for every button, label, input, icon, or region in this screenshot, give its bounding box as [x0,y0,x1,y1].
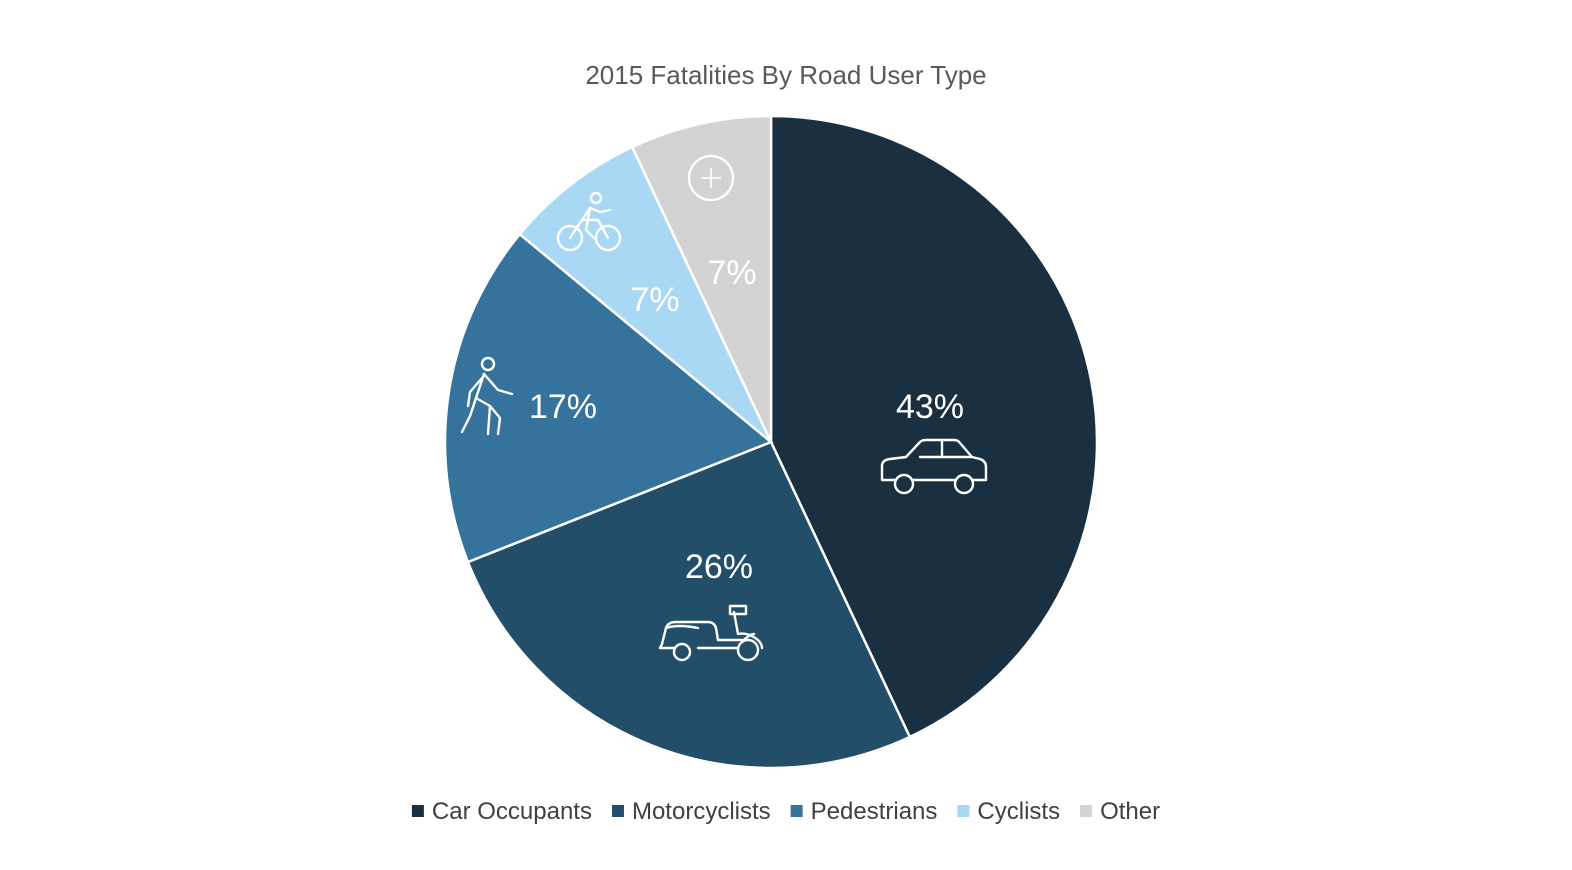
legend-swatch [957,805,970,817]
legend-item-cyclists: Cyclists [957,798,1060,825]
data-label-pedestrians: 17% [529,388,597,426]
data-label-car-occupants: 43% [896,388,964,426]
legend-item-pedestrians: Pedestrians [790,798,938,825]
pie-slice-other [630,114,773,443]
data-label-cyclists: 7% [630,281,679,319]
pedestrian-icon [460,356,514,436]
legend-label: Other [1100,798,1160,825]
legend-item-car-occupants: Car Occupants [411,798,592,825]
data-label-other: 7% [707,254,756,292]
pie-slice-car-occupants [769,114,1099,739]
car-icon [880,438,988,495]
pie-slices [443,114,1099,770]
legend-label: Car Occupants [432,798,592,825]
scooter-icon [658,604,764,662]
slice-icons [460,154,988,662]
legend-item-other: Other [1080,798,1160,825]
pie-slice-pedestrians [443,232,774,564]
legend-swatch [611,805,624,817]
legend-label: Motorcyclists [632,798,771,825]
legend-label: Cyclists [977,798,1060,825]
legend-label: Pedestrians [811,798,938,825]
chart-legend: Car Occupants Motorcyclists Pedestrians Cyc… [411,798,1160,825]
pie-labels: 43% 26% 17% 7% 7% [529,254,964,586]
legend-swatch [411,805,424,817]
legend-swatch [790,805,803,817]
bicycle-icon [556,191,622,252]
chart-title: 2015 Fatalities By Road User Type [585,60,986,90]
data-label-motorcyclists: 26% [685,548,753,586]
legend-swatch [1080,805,1093,817]
pie-slice-motorcyclists [466,440,912,770]
plus-circle-icon [687,154,735,202]
legend-item-motorcyclists: Motorcyclists [611,798,771,825]
